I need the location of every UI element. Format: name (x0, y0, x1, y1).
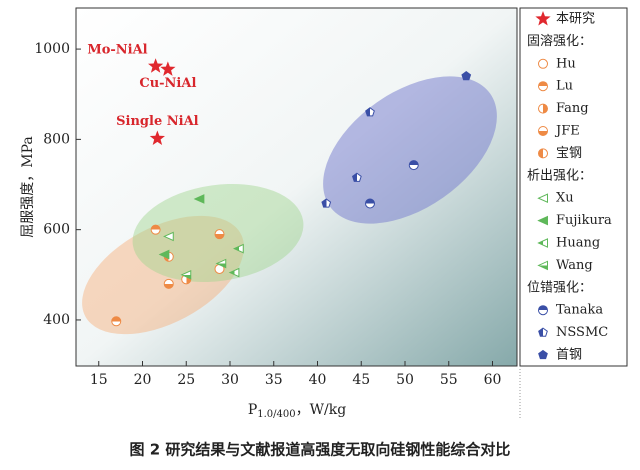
data-point (461, 71, 472, 81)
data-point (193, 194, 205, 204)
data-point (214, 229, 225, 240)
legend-marker (538, 305, 548, 316)
y-tick-label: 400 (43, 312, 70, 328)
x-label-unit: ，W/kg (296, 402, 347, 418)
y-tick-label: 1000 (34, 41, 70, 57)
data-point (149, 130, 165, 145)
y-tick-label: 800 (43, 131, 70, 147)
data-point (352, 172, 362, 182)
data-point (365, 107, 375, 117)
legend-marker (538, 349, 548, 360)
legend-marker (537, 260, 548, 271)
legend-marker (537, 238, 548, 248)
legend-label: Fang (556, 101, 589, 116)
data-point (321, 198, 332, 208)
legend-label: JFE (554, 124, 580, 139)
data-point (163, 231, 174, 242)
y-axis-label: 屈服强度，MPa (20, 136, 36, 237)
data-point (163, 278, 174, 289)
legend-label: Wang (556, 258, 593, 273)
legend-label: Huang (556, 236, 600, 251)
legend-heading: 析出强化： (527, 168, 592, 183)
legend-marker (538, 81, 548, 92)
x-tick-label: 55 (440, 372, 458, 388)
legend-marker (537, 193, 548, 204)
data-point (215, 258, 227, 269)
legend-label: 本研究 (556, 12, 595, 27)
legend-label: Xu (556, 191, 574, 206)
legend-marker (538, 58, 548, 69)
legend-marker (537, 215, 548, 226)
data-point (365, 198, 375, 209)
x-tick-label: 35 (265, 372, 283, 388)
legend-marker (538, 148, 548, 159)
legend-marker (538, 126, 548, 136)
legend-label: 首钢 (556, 348, 582, 363)
data-point (408, 160, 419, 171)
data-point (180, 269, 192, 280)
data-point (233, 243, 244, 254)
legend-marker (538, 327, 548, 337)
legend-marker (535, 11, 551, 26)
data-point (158, 249, 170, 260)
x-axis-label: P1.0/400，W/kg (248, 402, 346, 420)
plot-frame (75, 7, 518, 367)
data-point (228, 267, 240, 278)
y-tick-label: 600 (43, 222, 70, 238)
point-label: Cu-NiAl (139, 76, 196, 91)
x-tick-label: 20 (134, 372, 152, 388)
point-label: Mo-NiAl (87, 43, 147, 58)
x-tick-label: 50 (396, 372, 414, 388)
legend-label: Tanaka (556, 303, 603, 318)
x-tick-label: 45 (352, 372, 370, 388)
legend-label: 宝钢 (556, 146, 582, 161)
legend-box (519, 7, 628, 367)
legend-label: Fujikura (556, 213, 612, 228)
x-tick-label: 40 (309, 372, 327, 388)
x-tick-label: 15 (90, 372, 108, 388)
data-point (148, 58, 164, 73)
x-tick-label: 25 (177, 372, 195, 388)
x-tick-label: 30 (221, 372, 239, 388)
point-label: Single NiAl (116, 114, 199, 129)
data-point (160, 61, 176, 76)
data-point (111, 316, 122, 327)
x-tick-label: 60 (484, 372, 502, 388)
data-point (150, 224, 161, 235)
legend-heading: 位错强化： (527, 280, 592, 295)
x-label-sub: 1.0/400 (257, 409, 295, 420)
legend-label: Lu (556, 79, 573, 94)
caption: 图 2 研究结果与文献报道高强度无取向硅钢性能综合对比 (130, 441, 511, 459)
legend-label: Hu (556, 56, 576, 71)
legend-heading: 固溶强化： (527, 34, 592, 49)
cluster-ellipse (82, 215, 244, 335)
legend-label: NSSMC (556, 325, 608, 340)
x-label-main: P (248, 402, 257, 418)
legend-marker (538, 103, 548, 114)
